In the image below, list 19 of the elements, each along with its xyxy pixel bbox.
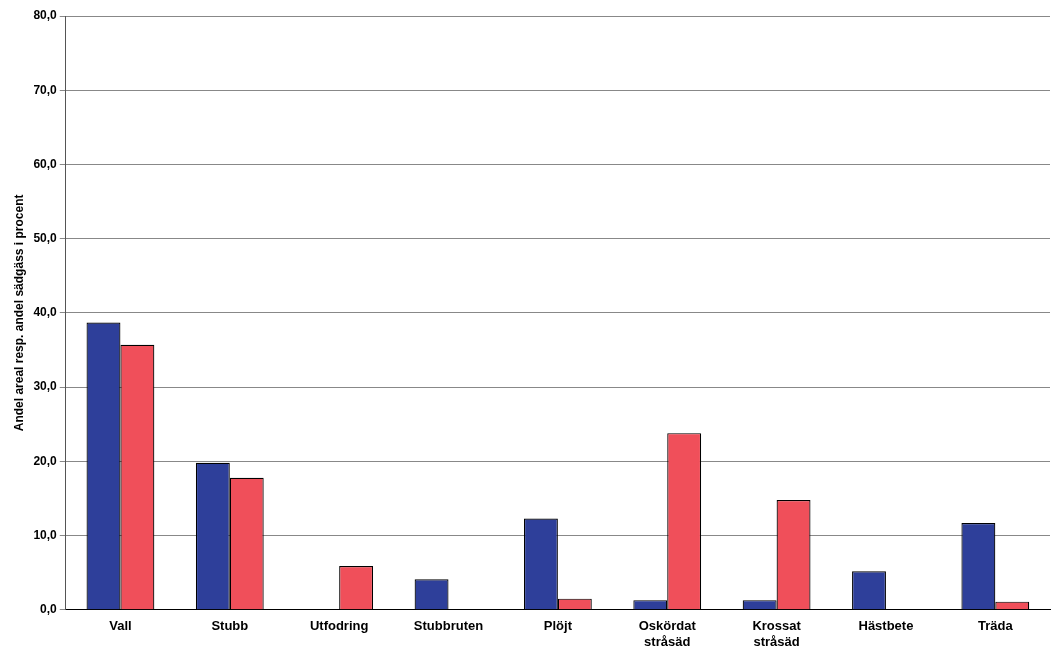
y-axis-title: Andel areal resp. andel sädgäss i procent bbox=[11, 194, 26, 432]
y-tick-label: 0,0 bbox=[40, 602, 58, 617]
y-tick-label: 70,0 bbox=[33, 82, 58, 97]
x-tick-label: Plöjt bbox=[543, 618, 573, 634]
y-tick-label: 20,0 bbox=[33, 453, 58, 468]
y-tick-label: 50,0 bbox=[33, 230, 58, 245]
x-tick-label: Utfodring bbox=[309, 618, 369, 634]
y-tick-label: 40,0 bbox=[33, 305, 58, 320]
y-tick-label: 30,0 bbox=[33, 379, 58, 394]
x-tick-label: Hästbete bbox=[858, 618, 914, 634]
x-tick-label: Krossat stråsäd bbox=[752, 618, 802, 649]
y-tick-label: 60,0 bbox=[33, 156, 58, 171]
x-tick-label: Träda bbox=[977, 618, 1014, 634]
x-tick-label: Stubbruten bbox=[413, 618, 484, 634]
x-tick-label: Vall bbox=[109, 618, 132, 634]
x-tick-label: Stubb bbox=[211, 618, 249, 634]
x-tick-label: Oskördat stråsäd bbox=[638, 618, 697, 649]
y-tick-label: 10,0 bbox=[33, 527, 58, 542]
y-tick-label: 80,0 bbox=[33, 8, 58, 23]
